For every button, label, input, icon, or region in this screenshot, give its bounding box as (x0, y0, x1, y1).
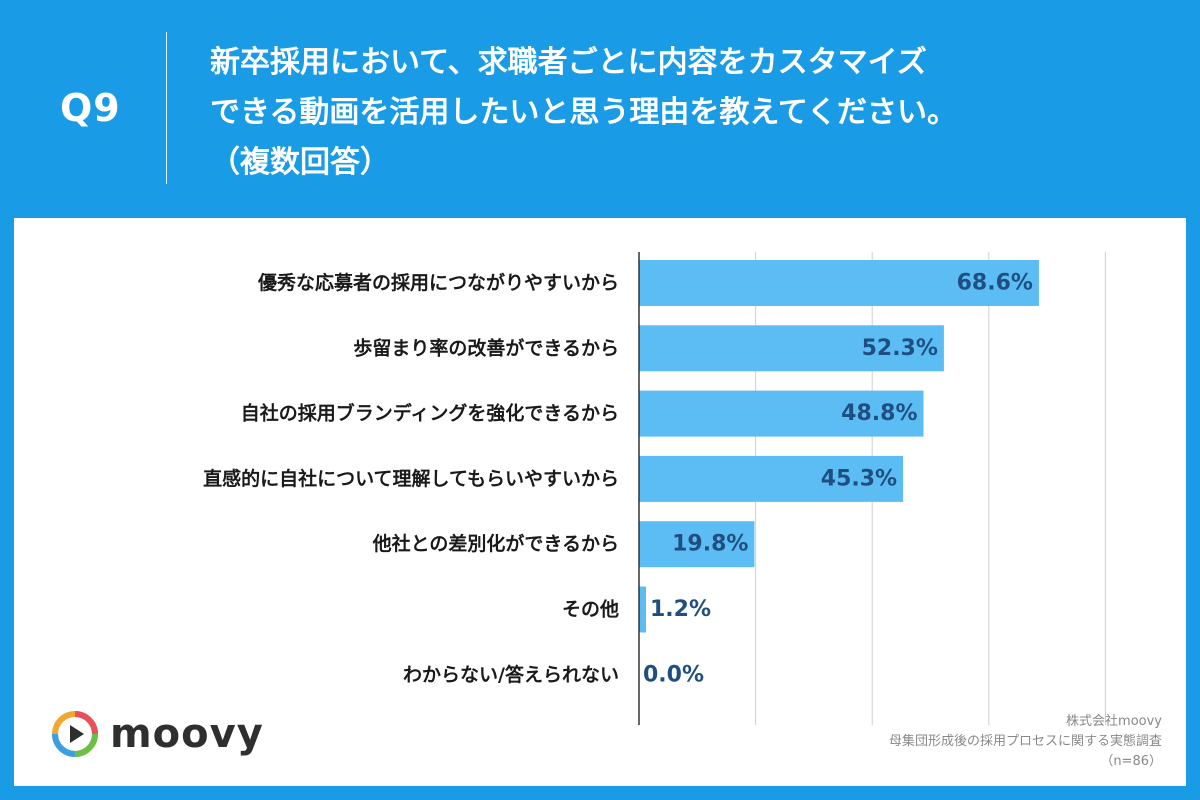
question-number: Q9 (60, 86, 121, 130)
source-note: 株式会社moovy 母集団形成後の採用プロセスに関する実態調査 （n=86） (889, 712, 1162, 772)
logo-text: moovy (110, 711, 264, 757)
category-label: 自社の採用ブランディングを強化できるから (241, 402, 619, 425)
question-text: 新卒採用において、求職者ごとに内容をカスタマイズ できる動画を活用したいと思う理… (210, 38, 1170, 188)
source-company: 株式会社moovy (1066, 714, 1162, 729)
play-circle-icon (52, 711, 98, 757)
header-divider (166, 32, 167, 184)
data-label: 19.8% (672, 532, 748, 557)
data-label: 68.6% (957, 271, 1033, 296)
category-label: 直感的に自社について理解してもらいやすいから (203, 467, 619, 490)
data-label: 45.3% (821, 466, 897, 491)
source-survey: 母集団形成後の採用プロセスに関する実態調査 (888, 734, 1162, 749)
category-label: 他社との差別化ができるから (372, 532, 619, 555)
bar (639, 325, 944, 372)
data-label: 48.8% (841, 401, 917, 426)
bar (639, 260, 1039, 306)
category-label: 優秀な応募者の採用につながりやすいから (257, 271, 619, 294)
category-label: その他 (562, 598, 619, 621)
chart-panel: 優秀な応募者の採用につながりやすいから 68.6% 歩留まり率の改善ができるから 52… (14, 218, 1186, 786)
question-line-2: できる動画を活用したいと思う理由を教えてください。 (210, 95, 957, 130)
brand-logo: moovy (50, 706, 264, 762)
data-label: 1.2% (650, 597, 711, 622)
bar (639, 586, 646, 633)
source-sample: （n=86） (1100, 754, 1162, 769)
question-line-3: （複数回答） (210, 145, 390, 180)
bar-chart: 優秀な応募者の採用につながりやすいから 68.6% 歩留まり率の改善ができるから 52… (203, 252, 1106, 726)
question-line-1: 新卒採用において、求職者ごとに内容をカスタマイズ (210, 45, 927, 80)
data-label: 52.3% (862, 336, 938, 361)
category-label: 歩留まり率の改善ができるから (353, 336, 619, 359)
question-header: Q9 新卒採用において、求職者ごとに内容をカスタマイズ できる動画を活用したいと… (0, 0, 1200, 218)
bar (639, 455, 904, 502)
data-label: 0.0% (643, 662, 704, 687)
category-label: わからない/答えられない (403, 663, 619, 686)
bar (639, 390, 924, 437)
bar (639, 521, 755, 568)
